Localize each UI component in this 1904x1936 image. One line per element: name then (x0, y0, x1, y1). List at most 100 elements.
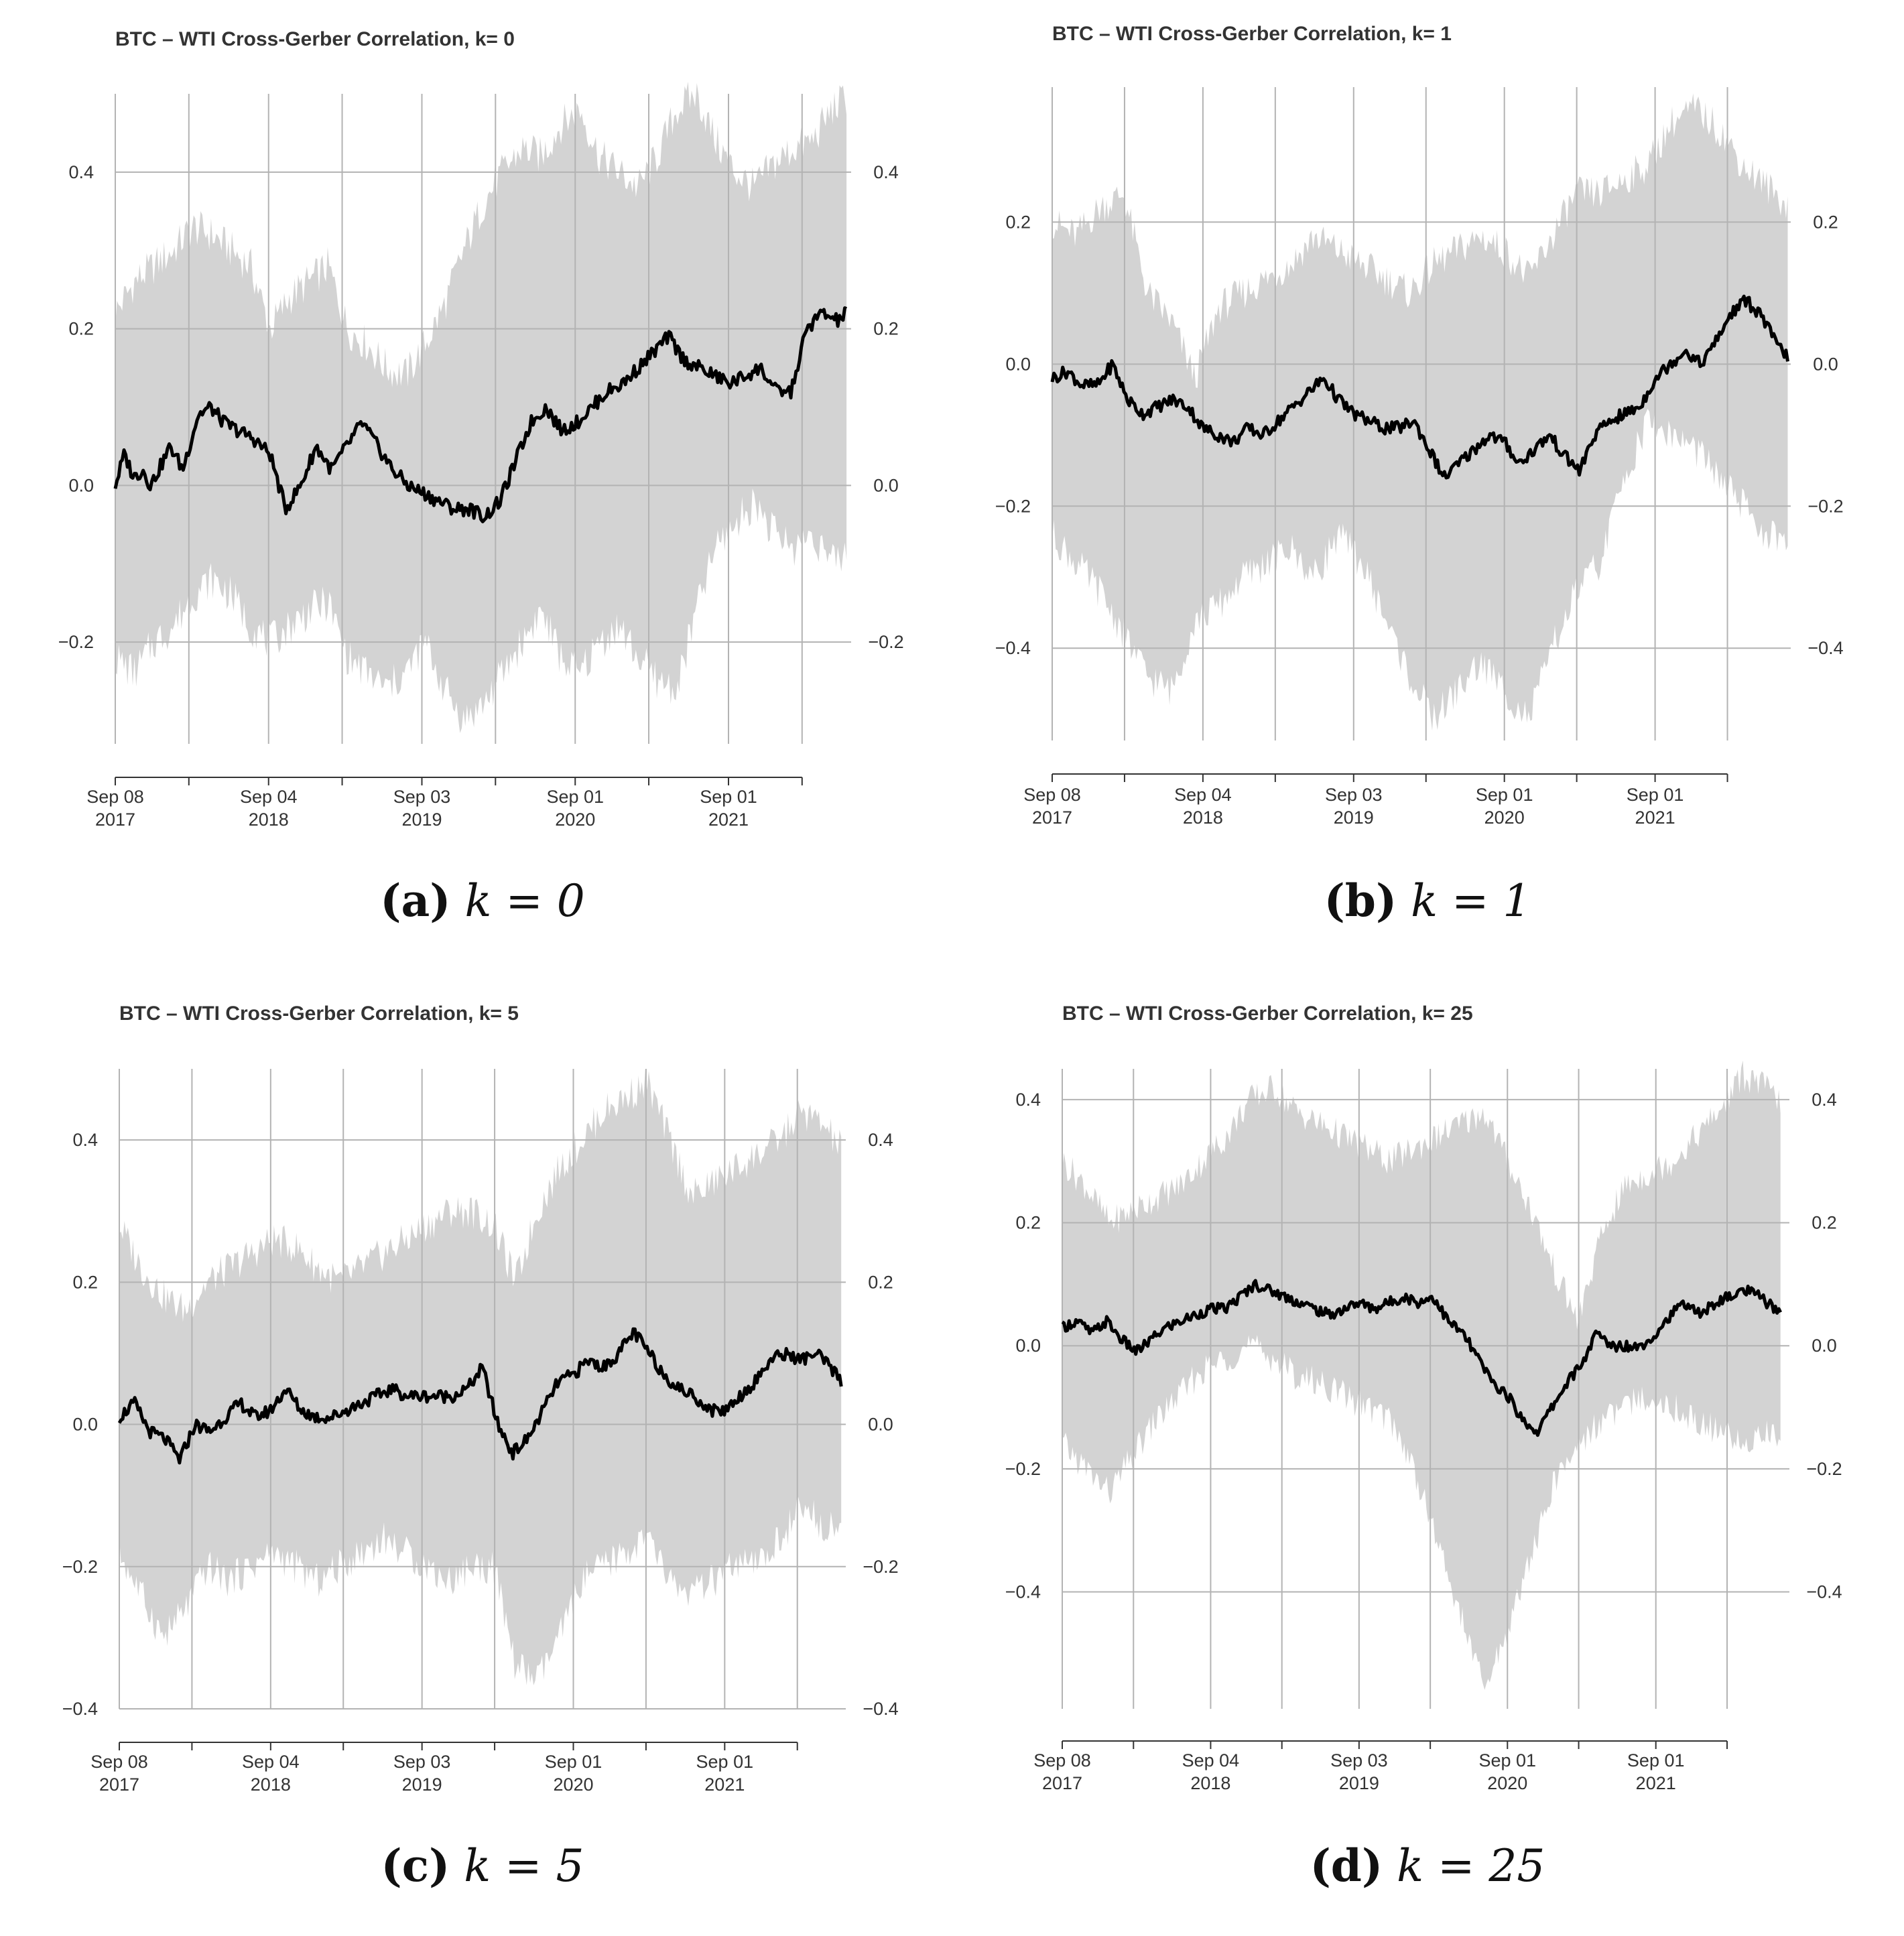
y-tick-label-left: 0.2 (68, 319, 94, 339)
x-tick-label: Sep 01 (1627, 1750, 1685, 1770)
y-tick-label-left: 0.0 (72, 1415, 98, 1435)
confidence-band (115, 82, 847, 733)
y-tick-label-left: −0.4 (1005, 1582, 1041, 1602)
x-tick-label-year: 2018 (1190, 1773, 1230, 1793)
x-tick-label: Sep 08 (1023, 785, 1081, 805)
caption-letter: (b) (1324, 875, 1397, 927)
y-tick-label-left: 0.2 (1005, 212, 1031, 232)
y-tick-label-right: 0.2 (1813, 212, 1838, 232)
chart-title: BTC – WTI Cross-Gerber Correlation, k= 0 (115, 28, 515, 50)
chart-title: BTC – WTI Cross-Gerber Correlation, k= 5 (119, 1003, 519, 1025)
x-tick-label-year: 2020 (1484, 808, 1525, 828)
chart-title: BTC – WTI Cross-Gerber Correlation, k= 1 (1052, 23, 1452, 45)
y-tick-label-right: −0.2 (1807, 496, 1843, 516)
y-tick-label-right: 0.0 (1812, 1336, 1837, 1356)
y-tick-label-left: −0.4 (62, 1699, 98, 1719)
x-tick-label-year: 2021 (704, 1774, 745, 1795)
x-tick-label: Sep 01 (1627, 785, 1684, 805)
x-tick-label-year: 2017 (1042, 1773, 1082, 1793)
x-tick-label: Sep 03 (393, 787, 451, 807)
x-tick-label: Sep 01 (546, 787, 604, 807)
y-tick-label-right: −0.4 (1807, 638, 1843, 658)
x-tick-label: Sep 01 (1478, 1750, 1536, 1770)
correlation-line (1061, 1279, 1782, 1437)
confidence-band (1052, 93, 1788, 731)
confidence-band (1062, 1060, 1781, 1690)
y-tick-label-left: −0.2 (1005, 1459, 1041, 1479)
x-tick-label-year: 2019 (1339, 1773, 1379, 1793)
y-tick-label-left: 0.0 (1015, 1336, 1041, 1356)
chart-title: BTC – WTI Cross-Gerber Correlation, k= 2… (1062, 1003, 1473, 1025)
x-tick-label-year: 2017 (1032, 808, 1072, 828)
y-tick-label-right: 0.2 (1812, 1213, 1837, 1233)
x-tick-label: Sep 04 (1182, 1750, 1240, 1770)
y-tick-label-right: 0.0 (873, 475, 899, 495)
caption-k-label: k = 5 (464, 1840, 584, 1892)
x-tick-label-year: 2017 (95, 810, 135, 830)
y-tick-label-right: −0.2 (1806, 1459, 1842, 1479)
caption-letter: (c) (381, 1840, 450, 1892)
y-tick-label-left: −0.2 (62, 1557, 98, 1577)
y-tick-label-left: −0.2 (995, 496, 1031, 516)
y-tick-label-left: 0.4 (72, 1130, 98, 1150)
y-tick-label-left: 0.2 (1015, 1213, 1041, 1233)
x-tick-label: Sep 01 (700, 787, 757, 807)
x-tick-label-year: 2021 (708, 810, 749, 830)
y-tick-label-right: −0.4 (863, 1699, 898, 1719)
y-tick-label-right: 0.2 (868, 1272, 893, 1292)
caption-k-label: k = 1 (1411, 875, 1531, 927)
correlation-line (117, 1327, 843, 1465)
x-tick-label-year: 2019 (1334, 808, 1374, 828)
x-tick-label-year: 2018 (251, 1774, 291, 1795)
x-tick-label-year: 2017 (99, 1774, 139, 1795)
x-tick-label: Sep 01 (545, 1752, 602, 1772)
x-tick-label: Sep 01 (696, 1752, 754, 1772)
confidence-band (119, 1069, 842, 1685)
x-tick-label: Sep 04 (240, 787, 298, 807)
y-tick-label-left: −0.2 (58, 632, 94, 652)
y-tick-label-right: 0.0 (1813, 354, 1838, 374)
x-tick-label: Sep 01 (1476, 785, 1533, 805)
x-tick-label-year: 2019 (402, 1774, 442, 1795)
x-tick-label: Sep 03 (393, 1752, 451, 1772)
y-tick-label-right: 0.0 (868, 1415, 893, 1435)
x-tick-label: Sep 04 (242, 1752, 300, 1772)
y-tick-label-left: 0.2 (72, 1272, 98, 1292)
x-tick-label: Sep 03 (1325, 785, 1383, 805)
y-tick-label-left: 0.4 (68, 162, 94, 182)
y-tick-label-left: 0.0 (1005, 354, 1031, 374)
y-tick-label-right: −0.4 (1806, 1582, 1842, 1602)
x-tick-label-year: 2021 (1635, 808, 1675, 828)
caption-b: (b) k = 1 (1226, 875, 1629, 927)
x-tick-label: Sep 08 (1033, 1750, 1091, 1770)
caption-k-label: k = 25 (1397, 1840, 1545, 1892)
correlation-line (113, 306, 847, 523)
y-tick-label-right: −0.2 (863, 1557, 898, 1577)
correlation-line (1050, 294, 1789, 480)
x-tick-label: Sep 03 (1330, 1750, 1388, 1770)
caption-d: (d) k = 25 (1226, 1840, 1629, 1892)
y-tick-label-right: 0.4 (868, 1130, 893, 1150)
x-tick-label: Sep 08 (90, 1752, 148, 1772)
x-tick-label-year: 2018 (249, 810, 289, 830)
y-tick-label-left: 0.4 (1015, 1090, 1041, 1110)
caption-a: (a) k = 0 (281, 875, 684, 927)
y-tick-label-right: 0.2 (873, 319, 899, 339)
y-tick-label-right: 0.4 (873, 162, 899, 182)
caption-k-label: k = 0 (464, 875, 585, 927)
caption-letter: (d) (1310, 1840, 1383, 1892)
x-tick-label-year: 2020 (553, 1774, 593, 1795)
caption-c: (c) k = 5 (281, 1840, 684, 1892)
y-tick-label-right: −0.2 (868, 632, 903, 652)
x-tick-label: Sep 08 (86, 787, 144, 807)
x-tick-label-year: 2021 (1636, 1773, 1676, 1793)
x-tick-label: Sep 04 (1174, 785, 1232, 805)
x-tick-label-year: 2020 (555, 810, 595, 830)
x-tick-label-year: 2018 (1183, 808, 1223, 828)
caption-letter: (a) (380, 875, 451, 927)
